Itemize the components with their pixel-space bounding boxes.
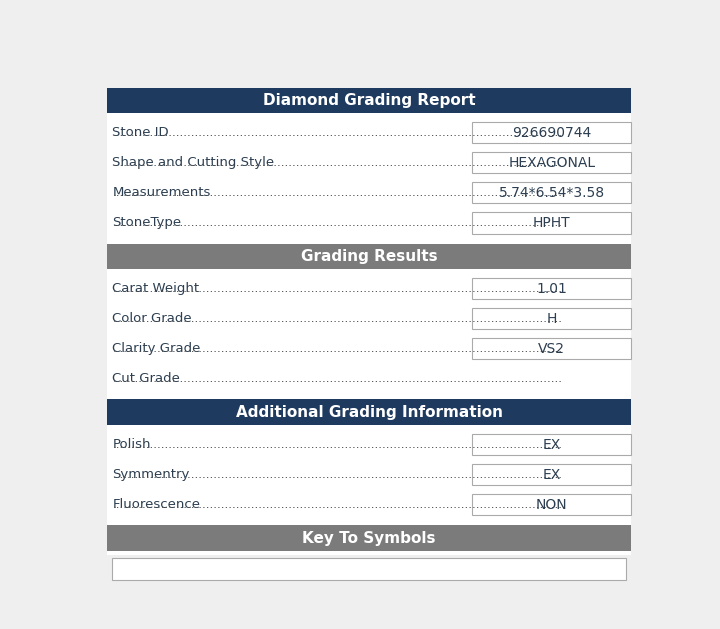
FancyBboxPatch shape bbox=[112, 558, 626, 581]
FancyBboxPatch shape bbox=[472, 494, 631, 515]
Text: Clarity Grade: Clarity Grade bbox=[112, 342, 201, 355]
FancyBboxPatch shape bbox=[107, 399, 631, 425]
Text: StoneType: StoneType bbox=[112, 216, 181, 229]
Text: H: H bbox=[546, 311, 557, 326]
Text: ................................................................................: ........................................… bbox=[112, 216, 562, 229]
Text: Additional Grading Information: Additional Grading Information bbox=[235, 404, 503, 420]
FancyBboxPatch shape bbox=[472, 182, 631, 204]
FancyBboxPatch shape bbox=[472, 152, 631, 174]
Text: ................................................................................: ........................................… bbox=[112, 282, 562, 295]
FancyBboxPatch shape bbox=[472, 122, 631, 143]
Text: Grading Results: Grading Results bbox=[301, 248, 437, 264]
Text: Polish: Polish bbox=[112, 438, 150, 451]
FancyBboxPatch shape bbox=[472, 308, 631, 330]
Text: ................................................................................: ........................................… bbox=[112, 126, 562, 139]
Text: Cut Grade: Cut Grade bbox=[112, 372, 180, 385]
Text: Fluorescence: Fluorescence bbox=[112, 498, 200, 511]
FancyBboxPatch shape bbox=[472, 278, 631, 299]
FancyBboxPatch shape bbox=[107, 87, 631, 113]
Text: ................................................................................: ........................................… bbox=[112, 468, 562, 481]
FancyBboxPatch shape bbox=[472, 338, 631, 359]
FancyBboxPatch shape bbox=[472, 434, 631, 455]
Text: Carat Weight: Carat Weight bbox=[112, 282, 199, 295]
Text: Key To Symbols: Key To Symbols bbox=[302, 530, 436, 545]
FancyBboxPatch shape bbox=[107, 243, 631, 269]
Text: Measurements: Measurements bbox=[112, 186, 211, 199]
Text: Diamond Grading Report: Diamond Grading Report bbox=[263, 92, 475, 108]
Text: 5.74*6.54*3.58: 5.74*6.54*3.58 bbox=[499, 186, 605, 199]
Text: HEXAGONAL: HEXAGONAL bbox=[508, 155, 595, 170]
Text: Symmentry: Symmentry bbox=[112, 468, 189, 481]
Text: ................................................................................: ........................................… bbox=[112, 342, 562, 355]
Text: HPHT: HPHT bbox=[533, 216, 570, 230]
FancyBboxPatch shape bbox=[472, 464, 631, 486]
Text: NON: NON bbox=[536, 498, 567, 511]
Text: ................................................................................: ........................................… bbox=[112, 498, 562, 511]
Text: ................................................................................: ........................................… bbox=[112, 438, 562, 451]
FancyBboxPatch shape bbox=[107, 87, 631, 555]
Text: ................................................................................: ........................................… bbox=[112, 312, 562, 325]
Text: EX: EX bbox=[543, 438, 561, 452]
Text: Color Grade: Color Grade bbox=[112, 312, 192, 325]
Text: ................................................................................: ........................................… bbox=[112, 372, 562, 385]
Text: VS2: VS2 bbox=[539, 342, 565, 355]
Text: EX: EX bbox=[543, 467, 561, 482]
Text: 1.01: 1.01 bbox=[536, 282, 567, 296]
Text: ................................................................................: ........................................… bbox=[112, 186, 562, 199]
FancyBboxPatch shape bbox=[107, 525, 631, 550]
FancyBboxPatch shape bbox=[472, 212, 631, 233]
Text: Stone ID: Stone ID bbox=[112, 126, 169, 139]
Text: Shape and Cutting Style: Shape and Cutting Style bbox=[112, 156, 274, 169]
Text: 926690744: 926690744 bbox=[512, 126, 591, 140]
Text: ................................................................................: ........................................… bbox=[112, 156, 562, 169]
